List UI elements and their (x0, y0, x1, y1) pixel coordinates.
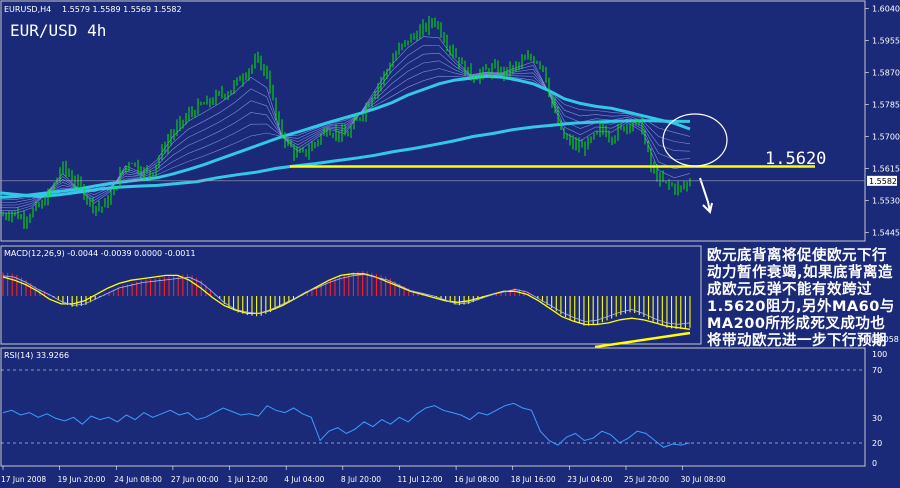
rsi-panel (0, 347, 866, 467)
ma-line (0, 74, 691, 199)
time-tick-label: 19 Jun 20:00 (58, 475, 106, 484)
rsi-level-0-label: 0 (872, 459, 877, 468)
time-tick-label: 16 Jul 08:00 (454, 475, 499, 484)
analysis-annotation: 欧元底背离将促使欧元下行动力暂作衰竭,如果底背离造成欧元反弹不能有效跨过1.56… (707, 248, 895, 349)
time-tick-label: 24 Jun 08:00 (114, 475, 162, 484)
rsi-level-100-label: 100 (872, 350, 887, 359)
time-tick-label: 1 Jul 12:00 (228, 475, 268, 484)
rsi-level-30-label: 30 (872, 414, 882, 423)
time-tick-label: 11 Jul 12:00 (397, 475, 442, 484)
price-tick-label: 1.5870 (872, 69, 900, 78)
time-tick-label: 23 Jul 04:00 (567, 475, 612, 484)
down-arrow-icon (699, 177, 713, 214)
rsi-label: RSI(14) 33.9266 (4, 351, 69, 360)
price-tick-label: 1.6040 (872, 5, 900, 14)
time-tick-label: 25 Jul 20:00 (624, 475, 669, 484)
price-axis: 1.6040 1.5955 1.5870 1.5785 1.5700 1.5615 1.55… (865, 5, 900, 237)
macd-label: MACD(12,26,9) -0.0044 -0.0039 0.0000 -0.… (4, 249, 196, 258)
rsi-level-70-label: 70 (872, 366, 882, 375)
macd-signal-line (2, 273, 691, 330)
current-price-label: 1.5582 (869, 177, 897, 186)
price-tick-label: 1.5700 (872, 132, 900, 141)
time-tick-label: 8 Jul 20:00 (341, 475, 381, 484)
time-tick-label: 27 Jun 00:00 (171, 475, 219, 484)
time-tick-label: 30 Jul 08:00 (681, 475, 726, 484)
rsi-line (2, 402, 691, 448)
macd-panel (0, 245, 702, 345)
price-tick-label: 1.5615 (872, 164, 900, 173)
current-price-box (867, 175, 897, 186)
ma-line (0, 119, 690, 199)
price-tick-label: 1.5445 (872, 228, 900, 237)
time-axis: 17 Jun 2008 19 Jun 20:00 24 Jun 08:00 27 Ju… (1, 466, 726, 484)
time-tick-label: 17 Jun 2008 (1, 475, 46, 484)
price-tick-label: 1.5955 (872, 37, 900, 46)
chart-title: EUR/USD 4h (10, 21, 106, 40)
support-label: 1.5620 (765, 149, 826, 169)
price-bars (2, 15, 691, 229)
ohlc-label: 1.5579 1.5589 1.5569 1.5582 (62, 5, 182, 14)
circle-annotation (662, 113, 728, 167)
time-tick-label: 18 Jul 16:00 (511, 475, 556, 484)
macd-axis-label: -0.0058 (868, 335, 899, 344)
price-panel (0, 0, 866, 242)
price-tick-label: 1.5530 (872, 196, 900, 205)
time-tick-label: 4 Jul 04:00 (284, 475, 324, 484)
price-tick-label: 1.5785 (872, 101, 900, 110)
symbol-label: EURUSD,H4 (4, 5, 51, 14)
macd-main-line (2, 274, 691, 325)
divergence-line (594, 331, 691, 349)
rsi-level-20-label: 20 (872, 439, 882, 448)
